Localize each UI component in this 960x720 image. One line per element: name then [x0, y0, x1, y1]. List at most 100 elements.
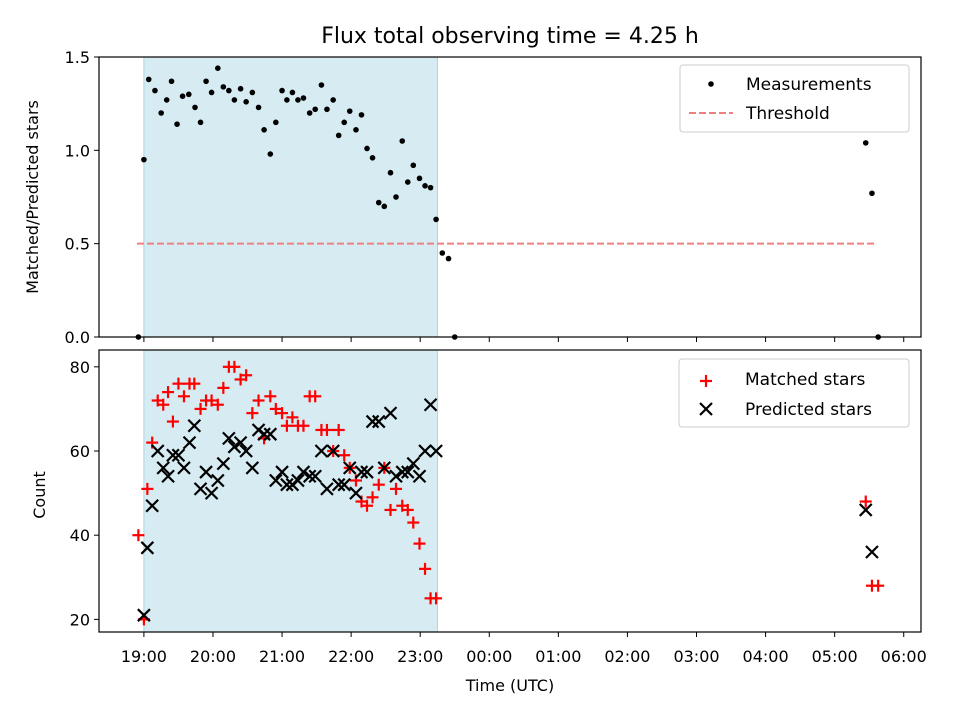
measurement-point [197, 119, 204, 126]
x-tick-label: 05:00 [812, 647, 858, 666]
predicted-star-point [280, 477, 294, 492]
top-y-tick-label: 1.0 [65, 141, 90, 160]
top-legend-frame [679, 64, 910, 133]
measurement-point [267, 151, 274, 157]
measurement-point [330, 97, 336, 103]
matched-star-point [246, 407, 259, 420]
predicted-star-point [222, 431, 236, 446]
measurement-point [249, 89, 256, 96]
predicted-star-point [216, 456, 231, 471]
predicted-star-stroke [858, 503, 873, 517]
matched-star-point [172, 377, 185, 390]
predicted-star-stroke [193, 482, 208, 496]
bottom-x-ticks: 19:00 20:00 21:00 22:00 23:00 00:00 01:00 02:00… [121, 632, 927, 666]
legend-predicted-marker [699, 402, 713, 416]
measurement-point [279, 87, 285, 94]
x-tick-label: 04:00 [743, 647, 789, 666]
matched-star-point [430, 592, 443, 605]
matched-star-point [332, 423, 345, 436]
measurement-point [375, 199, 382, 206]
matched-star-point [276, 407, 289, 420]
measurement-point [243, 99, 249, 105]
matched-star-point [297, 419, 310, 432]
top-panel: 0.0 0.5 1.0 1.5 Matched/Predicted stars Mea… [23, 48, 922, 347]
x-tick-label: 03:00 [673, 647, 719, 666]
predicted-star-stroke [412, 469, 427, 484]
measurement-point [353, 127, 359, 133]
predicted-star-stroke [204, 486, 219, 500]
matched-star-point [240, 369, 253, 382]
measurement-point [163, 97, 170, 103]
predicted-star-stroke [222, 431, 236, 446]
matched-star-point [188, 377, 201, 390]
top-axes-frame [98, 56, 922, 338]
matched-star-point [166, 415, 179, 428]
bottom-panel: 20 40 60 80 19:00 20:00 21:00 22:00 23:00 00:00 0… [30, 349, 927, 695]
predicted-star-point [383, 406, 398, 420]
predicted-star-stroke [865, 545, 879, 559]
predicted-star-point [161, 469, 175, 484]
measurement-point [203, 78, 209, 85]
predicted-star-stroke [140, 541, 155, 555]
matched-star-point [366, 491, 379, 504]
x-tick-label: 20:00 [190, 647, 236, 666]
top-legend: Measurements Threshold [679, 64, 910, 133]
matched-star-point [228, 360, 241, 373]
x-tick-label: 21:00 [259, 647, 305, 666]
predicted-star-point [137, 608, 151, 622]
matched-star-point [390, 482, 403, 495]
predicted-star-stroke [145, 498, 159, 513]
measurement-point [255, 104, 262, 111]
predicted-star-stroke [354, 465, 369, 479]
legend-matched-label: Matched stars [745, 370, 865, 390]
predicted-star-point [296, 465, 311, 479]
predicted-star-point [156, 461, 171, 475]
predicted-star-stroke [166, 448, 180, 463]
predicted-star-stroke [275, 465, 289, 479]
top-y-ticks: 0.0 0.5 1.0 1.5 [65, 48, 99, 347]
measurement-point [284, 97, 290, 103]
x-tick-label: 00:00 [466, 647, 512, 666]
predicted-star-stroke [302, 469, 317, 484]
predicted-star-stroke [182, 435, 197, 450]
measurement-point [422, 183, 428, 189]
predicted-star-point [395, 465, 410, 479]
matched-star-point [309, 390, 322, 403]
predicted-star-stroke [137, 608, 151, 622]
predicted-star-stroke [199, 465, 213, 479]
bottom-y-tick-label: 20 [70, 610, 90, 629]
predicted-star-point [326, 444, 340, 458]
matched-star-point [177, 390, 190, 403]
measurement-point [168, 78, 175, 85]
measurement-point [381, 203, 388, 210]
x-tick-label: 01:00 [535, 647, 581, 666]
predicted-star-stroke [326, 444, 340, 458]
predicted-star-stroke [314, 444, 329, 458]
measurement-point [393, 194, 399, 200]
matched-star-point [361, 499, 374, 512]
measurement-point [364, 145, 370, 152]
measurement-point [158, 110, 164, 116]
matched-star-point [194, 402, 207, 415]
predicted-star-point [187, 418, 202, 433]
x-tick-label: 23:00 [397, 647, 443, 666]
bottom-axes-frame [98, 349, 922, 633]
predicted-star-point [320, 482, 334, 496]
predicted-star-stroke [331, 477, 346, 492]
matched-star-point [320, 423, 333, 436]
measurement-point [324, 106, 330, 113]
observing-span-top [143, 56, 438, 338]
bottom-legend: Matched stars Predicted stars [678, 358, 910, 428]
measurement-point [306, 110, 313, 116]
top-y-tick-label: 0.0 [65, 328, 90, 347]
predicted-star-point [177, 461, 191, 475]
predicted-star-point [204, 486, 219, 500]
predicted-star-stroke [423, 397, 438, 412]
measurement-point [273, 119, 279, 126]
measurement-point [445, 255, 452, 262]
predicted-star-stroke [320, 482, 334, 496]
predicted-star-point [349, 486, 363, 500]
predicted-star-point [275, 465, 289, 479]
measurement-point [404, 179, 411, 185]
predicted-star-point [308, 469, 322, 484]
